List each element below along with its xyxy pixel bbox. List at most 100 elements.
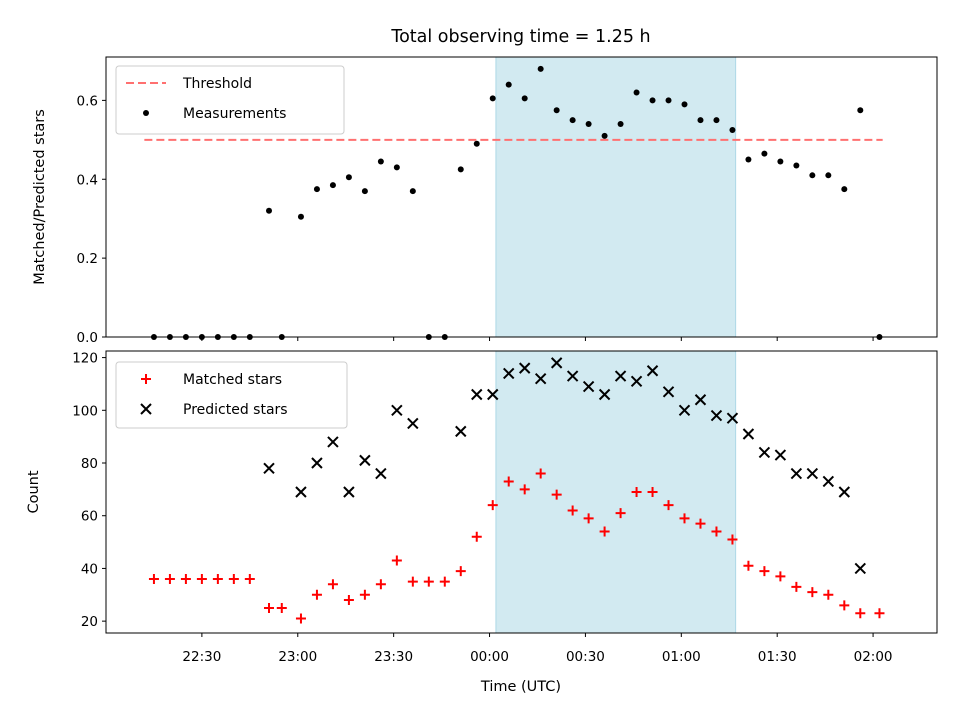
- data-point-matched: [615, 508, 626, 519]
- data-point-measurement: [537, 65, 544, 72]
- data-point-measurement: [521, 95, 528, 102]
- data-point-matched: [791, 581, 802, 592]
- data-point-predicted: [774, 449, 787, 461]
- y-tick-label: 20: [81, 614, 98, 630]
- data-point-predicted: [487, 388, 499, 401]
- data-point-measurement: [361, 188, 368, 195]
- data-point-matched: [439, 576, 450, 587]
- data-point-matched: [212, 573, 223, 584]
- shaded-interval: [495, 56, 737, 338]
- data-point-predicted: [854, 562, 866, 575]
- data-point-measurement: [681, 101, 688, 108]
- legend-box: [115, 361, 348, 429]
- data-point-matched: [471, 531, 482, 542]
- top-panel-ratio: 0.0 0.2 0.4 0.6 Matched/Predicted stars Thres…: [32, 56, 938, 346]
- data-point-predicted: [758, 446, 771, 459]
- data-point-matched: [228, 573, 239, 584]
- data-point-measurement: [857, 107, 864, 114]
- data-point-measurement: [266, 207, 273, 214]
- data-point-measurement: [393, 164, 400, 171]
- legend-label: Threshold: [182, 76, 252, 92]
- data-point-matched: [823, 589, 834, 600]
- data-point-predicted: [742, 428, 755, 440]
- data-point-predicted: [614, 370, 627, 382]
- data-point-matched: [551, 489, 562, 500]
- data-point-matched: [375, 579, 386, 590]
- data-point-predicted: [455, 425, 467, 438]
- data-point-measurement: [841, 186, 848, 193]
- data-point-predicted: [806, 467, 819, 480]
- data-point-predicted: [311, 457, 323, 469]
- data-point-predicted: [503, 367, 515, 380]
- y-tick-label: 100: [72, 403, 98, 419]
- legend-measurement-swatch: [143, 110, 149, 116]
- data-point-matched: [343, 595, 354, 606]
- data-point-measurement: [777, 158, 784, 165]
- data-point-measurement: [457, 166, 464, 173]
- data-point-matched: [391, 555, 402, 566]
- legend-label: Measurements: [183, 106, 286, 122]
- data-point-matched: [711, 526, 722, 537]
- y-axis-label: Matched/Predicted stars: [32, 109, 48, 285]
- data-point-matched: [196, 573, 207, 584]
- data-point-matched: [855, 608, 866, 619]
- data-point-predicted: [518, 362, 531, 374]
- x-tick-label: 23:00: [278, 649, 317, 665]
- data-point-matched: [180, 573, 191, 584]
- data-point-measurement: [713, 117, 720, 124]
- data-point-matched: [295, 613, 306, 624]
- data-point-measurement: [553, 107, 560, 114]
- y-tick-label: 0.2: [77, 251, 98, 267]
- legend-label: Matched stars: [183, 372, 282, 388]
- data-point-matched: [583, 513, 594, 524]
- data-point-measurement: [329, 182, 336, 189]
- data-point-matched: [679, 513, 690, 524]
- bottom-panel-counts: 20 40 60 80 100 120 22:30 23:00 23:30 00:00 00:30 0…: [26, 350, 938, 665]
- x-tick-label: 00:30: [566, 649, 605, 665]
- y-tick-label: 0.6: [77, 93, 98, 109]
- legend-matched-swatch: [141, 374, 151, 384]
- data-point-predicted: [327, 436, 339, 448]
- data-point-matched: [695, 518, 706, 529]
- data-point-matched: [599, 526, 610, 537]
- data-point-measurement: [585, 121, 592, 128]
- data-point-matched: [519, 484, 530, 495]
- data-point-predicted: [582, 380, 595, 393]
- data-point-predicted: [359, 454, 371, 467]
- data-point-predicted: [263, 462, 275, 474]
- x-tick-label: 00:00: [470, 649, 509, 665]
- data-point-matched: [759, 566, 770, 577]
- data-point-matched: [264, 602, 275, 613]
- shaded-interval: [495, 350, 737, 634]
- data-point-predicted: [391, 404, 403, 417]
- y-tick-label: 40: [81, 561, 98, 577]
- data-point-measurement: [473, 140, 480, 147]
- data-point-matched: [535, 468, 546, 479]
- x-axis-label: Time (UTC): [480, 679, 561, 695]
- data-point-measurement: [297, 213, 304, 220]
- data-point-measurement: [825, 172, 832, 179]
- data-point-measurement: [633, 89, 640, 96]
- legend-label: Predicted stars: [183, 402, 288, 418]
- y-tick-label: 0.4: [77, 172, 98, 188]
- data-point-measurement: [793, 162, 800, 169]
- data-point-predicted: [822, 475, 835, 488]
- data-point-matched: [775, 571, 786, 582]
- data-point-measurement: [345, 174, 352, 181]
- data-point-predicted: [838, 486, 851, 498]
- plot-frame: [105, 56, 938, 338]
- data-point-measurement: [665, 97, 672, 104]
- data-point-measurement: [313, 186, 320, 193]
- y-axis-label: Count: [26, 470, 42, 513]
- data-point-measurement: [601, 132, 608, 139]
- data-point-matched: [807, 587, 818, 598]
- data-point-predicted: [662, 386, 675, 398]
- data-point-predicted: [471, 388, 483, 401]
- data-point-matched: [874, 608, 885, 619]
- data-point-predicted: [407, 417, 419, 430]
- data-point-matched: [164, 573, 175, 584]
- data-point-measurement: [809, 172, 816, 179]
- data-point-matched: [276, 602, 287, 613]
- data-point-matched: [487, 500, 498, 511]
